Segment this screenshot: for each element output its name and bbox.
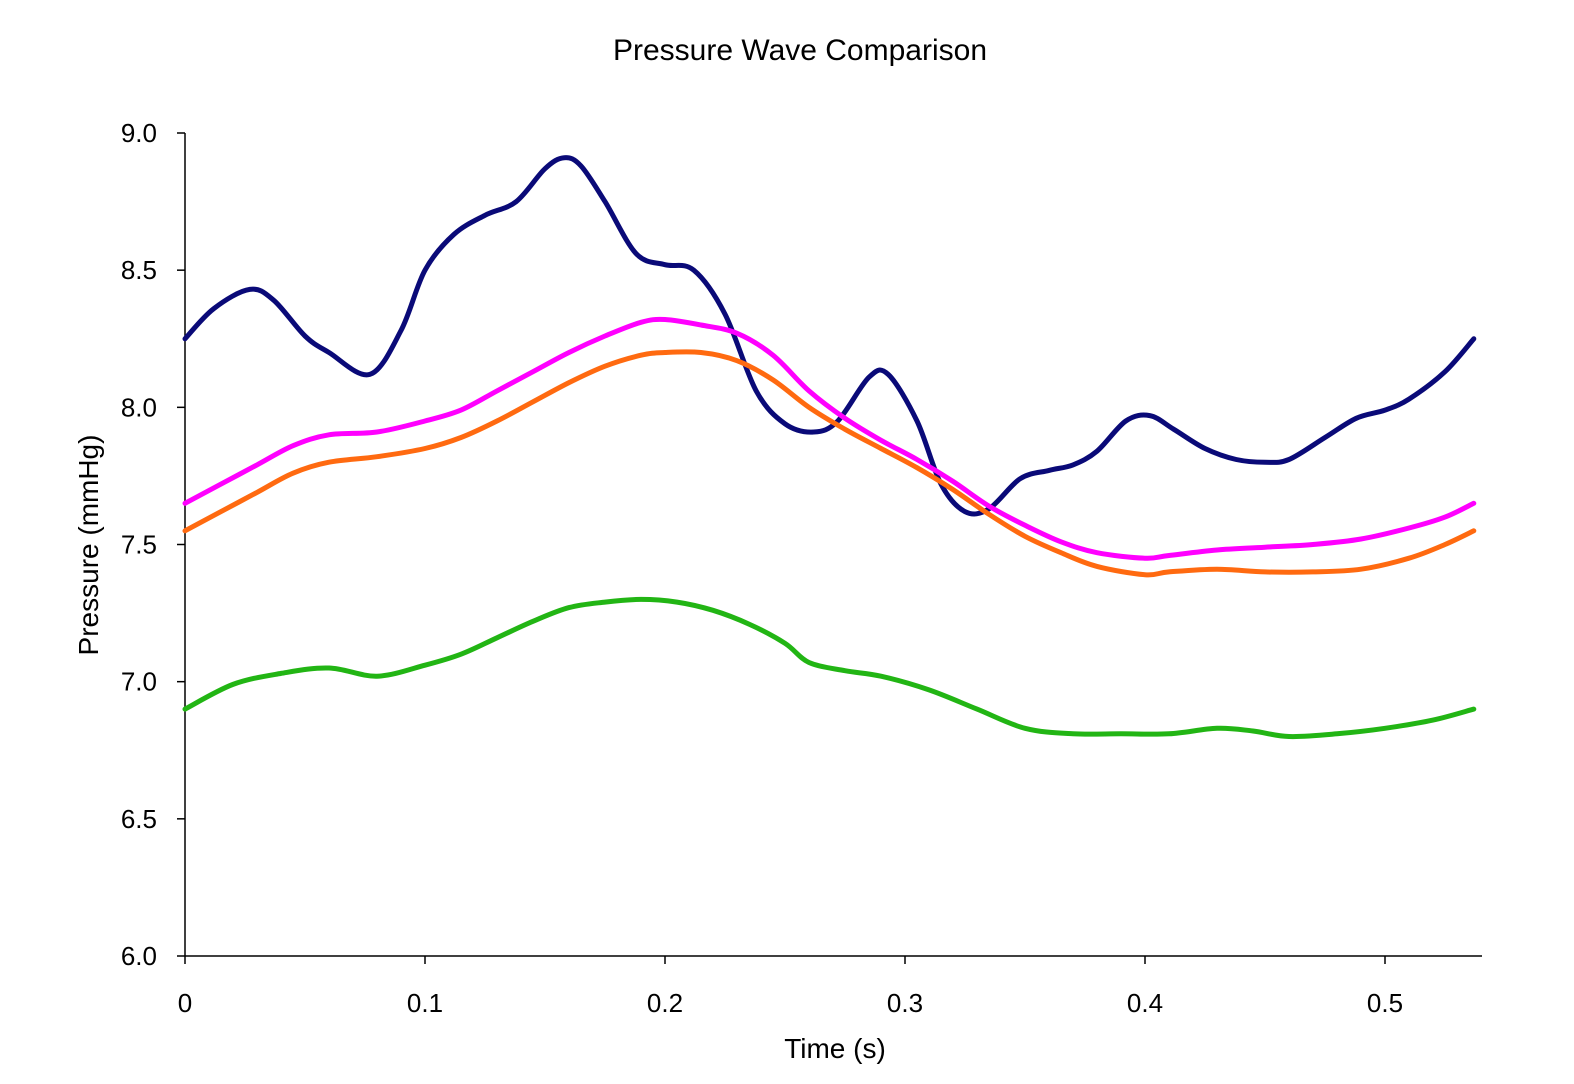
series-line-4 xyxy=(182,596,1477,740)
x-tick-label: 0.2 xyxy=(647,988,683,1018)
chart-title: Pressure Wave Comparison xyxy=(613,34,987,67)
series-line-3 xyxy=(182,349,1477,578)
y-tick-label: 9.0 xyxy=(121,118,157,148)
y-axis-label: Pressure (mmHg) xyxy=(73,435,104,656)
x-tick-label: 0.5 xyxy=(1367,988,1403,1018)
series-layer xyxy=(182,155,1477,740)
y-tick-label: 8.5 xyxy=(121,255,157,285)
y-tick-label: 6.0 xyxy=(121,941,157,971)
axis-ticks: 6.0 6.5 7.0 7.5 8.0 8.5 9.0 0 0.1 0.2 0.3 0.4 0.5 xyxy=(121,118,1403,1018)
y-tick-label: 7.0 xyxy=(121,667,157,697)
x-tick-label: 0 xyxy=(178,988,192,1018)
x-tick-label: 0.4 xyxy=(1127,988,1163,1018)
x-tick-label: 0.3 xyxy=(887,988,923,1018)
series-line-2 xyxy=(182,316,1477,561)
y-tick-label: 7.5 xyxy=(121,530,157,560)
y-tick-label: 8.0 xyxy=(121,392,157,422)
y-tick-label: 6.5 xyxy=(121,804,157,834)
x-axis-label: Time (s) xyxy=(784,1033,886,1064)
series-line-1 xyxy=(182,155,1477,517)
x-tick-label: 0.1 xyxy=(407,988,443,1018)
